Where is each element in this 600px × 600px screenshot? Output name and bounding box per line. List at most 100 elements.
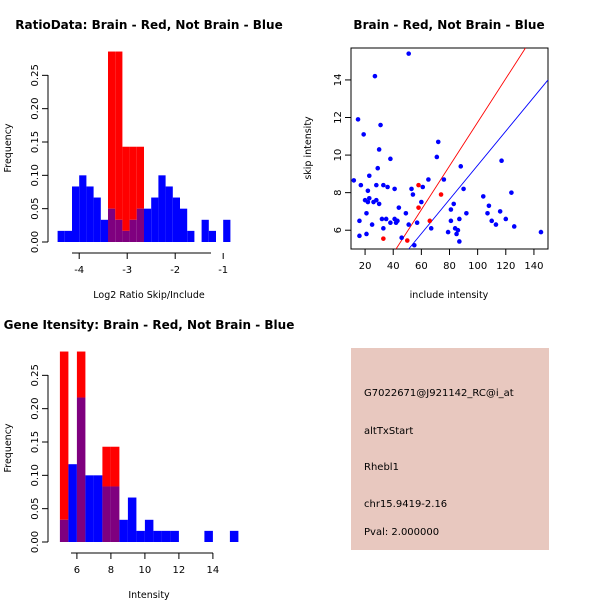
scatter-point-notbrain [374, 197, 379, 203]
h1-bar-notbrain [57, 230, 65, 242]
h2-bar-overlap [102, 486, 111, 542]
h1-x-tick-label: -2 [170, 265, 180, 276]
h2-bar-notbrain [85, 475, 94, 542]
scatter-point-notbrain [538, 229, 544, 235]
scatter-fit-line-notbrain [408, 79, 549, 250]
scatter-y-tick-label: 10 [333, 149, 344, 162]
h1-bar-notbrain [151, 197, 159, 242]
scatter-point-brain [438, 192, 444, 197]
h1-bar-brain [129, 146, 137, 220]
h2-bar-notbrain [119, 519, 128, 542]
scatter-point-notbrain [441, 177, 447, 182]
scatter-point-brain [416, 205, 421, 210]
info-location: chr15.9419-2.16 [364, 499, 447, 510]
scatter-y-tick-label: 6 [333, 227, 344, 233]
h1-bar-notbrain [165, 186, 173, 242]
scatter-point-notbrain [388, 156, 393, 162]
scatter-point-notbrain [358, 182, 364, 188]
gene-histogram-x-label: Intensity [128, 590, 170, 600]
scatter-x-tick-label: 20 [359, 261, 372, 272]
h1-bar-notbrain [201, 219, 209, 242]
h2-x-tick-label: 8 [108, 565, 114, 576]
h2-bar-notbrain [144, 519, 154, 542]
scatter-point-notbrain [489, 218, 495, 224]
scatter-point-notbrain [364, 211, 369, 216]
scatter-point-notbrain [376, 201, 382, 207]
h2-y-tick-label: 0.10 [30, 464, 41, 486]
h2-bar-notbrain [93, 475, 103, 542]
scatter-point-notbrain [434, 154, 440, 160]
scatter-point-notbrain [406, 51, 411, 56]
scatter-point-notbrain [385, 184, 390, 190]
scatter-point-notbrain [419, 199, 424, 205]
scatter-point-notbrain [357, 233, 362, 239]
h2-x-tick-label: 10 [139, 565, 152, 576]
h1-x-tick-label: -4 [74, 265, 84, 276]
scatter-fit-lines [395, 47, 549, 250]
scatter-point-notbrain [412, 242, 417, 248]
info-gene-name: Rhebl1 [364, 462, 399, 473]
h2-bar-brain [110, 446, 120, 487]
h1-bar-overlap [136, 208, 144, 242]
ratio-histogram-x-label: Log2 Ratio Skip/Include [93, 290, 205, 301]
gene-intensity-histogram: Gene Itensity: Brain - Red, Not Brain - … [3, 318, 294, 600]
scatter-point-notbrain [357, 218, 362, 224]
h1-bar-brain [115, 51, 123, 220]
h2-bar-notbrain [204, 530, 213, 542]
h1-y-tick-label: 0.15 [30, 131, 41, 153]
h1-bar-notbrain [144, 208, 152, 242]
h2-bar-notbrain [229, 530, 239, 542]
h1-bar-notbrain [100, 219, 108, 242]
scatter-point-notbrain [428, 226, 434, 231]
h1-bar-overlap [129, 219, 137, 242]
h2-bar-brain [59, 351, 69, 520]
h1-bar-overlap [122, 230, 130, 242]
scatter-y-label: skip intensity [303, 116, 314, 180]
scatter-point-notbrain [372, 73, 378, 79]
gene-histogram-y-ticks: 0.00 0.05 0.10 0.15 0.20 0.25 [30, 364, 48, 553]
h1-bar-overlap [108, 208, 116, 242]
scatter-point-notbrain [426, 177, 431, 182]
h1-bar-notbrain [64, 230, 72, 242]
ratio-histogram-y-label: Frequency [3, 123, 14, 172]
scatter-point-notbrain [420, 184, 426, 190]
scatter-x-ticks: 20 40 60 80 100 120 140 [359, 249, 543, 272]
scatter-point-notbrain [448, 218, 454, 224]
scatter-x-tick-label: 140 [524, 261, 543, 272]
info-event-type: altTxStart [364, 426, 413, 437]
scatter-point-notbrain [410, 192, 416, 197]
scatter-point-notbrain [365, 188, 371, 194]
scatter-point-notbrain [409, 186, 414, 192]
gene-histogram-title: Gene Itensity: Brain - Red, Not Brain - … [4, 318, 295, 332]
scatter-title: Brain - Red, Not Brain - Blue [353, 18, 544, 32]
h2-y-tick-label: 0.25 [30, 364, 41, 386]
scatter-point-notbrain [399, 235, 404, 241]
scatter-point-notbrain [486, 203, 492, 209]
h1-bar-notbrain [180, 208, 188, 242]
h1-y-tick-label: 0.25 [30, 64, 41, 86]
h2-bar-brain [102, 446, 111, 487]
scatter-point-notbrain [445, 229, 451, 235]
h1-bar-notbrain [93, 197, 101, 242]
scatter-x-label: include intensity [410, 290, 489, 301]
h1-bar-notbrain [187, 230, 195, 242]
h2-y-tick-label: 0.05 [30, 498, 41, 520]
scatter-point-notbrain [454, 231, 459, 237]
h1-bar-brain [108, 51, 116, 209]
scatter-point-notbrain [503, 216, 509, 222]
info-pval: Pval: 2.000000 [364, 527, 439, 538]
scatter-point-brain [381, 236, 386, 241]
scatter-point-notbrain [480, 194, 486, 199]
scatter-point-brain [427, 218, 433, 224]
scatter-point-notbrain [455, 227, 461, 233]
intensity-scatter: Brain - Red, Not Brain - Blue 20 40 60 80 10… [303, 18, 549, 301]
gene-histogram-x-ticks: 6 8 10 12 14 [74, 553, 219, 576]
scatter-point-notbrain [379, 216, 385, 222]
scatter-point-notbrain [366, 173, 372, 179]
gene-histogram-y-label: Frequency [3, 423, 14, 472]
scatter-x-tick-label: 40 [387, 261, 400, 272]
info-panel: G7022671@J921142_RC@i_at altTxStart Rheb… [351, 348, 549, 550]
scatter-x-tick-label: 80 [443, 261, 456, 272]
scatter-point-notbrain [378, 122, 383, 128]
h2-x-tick-label: 6 [74, 565, 80, 576]
